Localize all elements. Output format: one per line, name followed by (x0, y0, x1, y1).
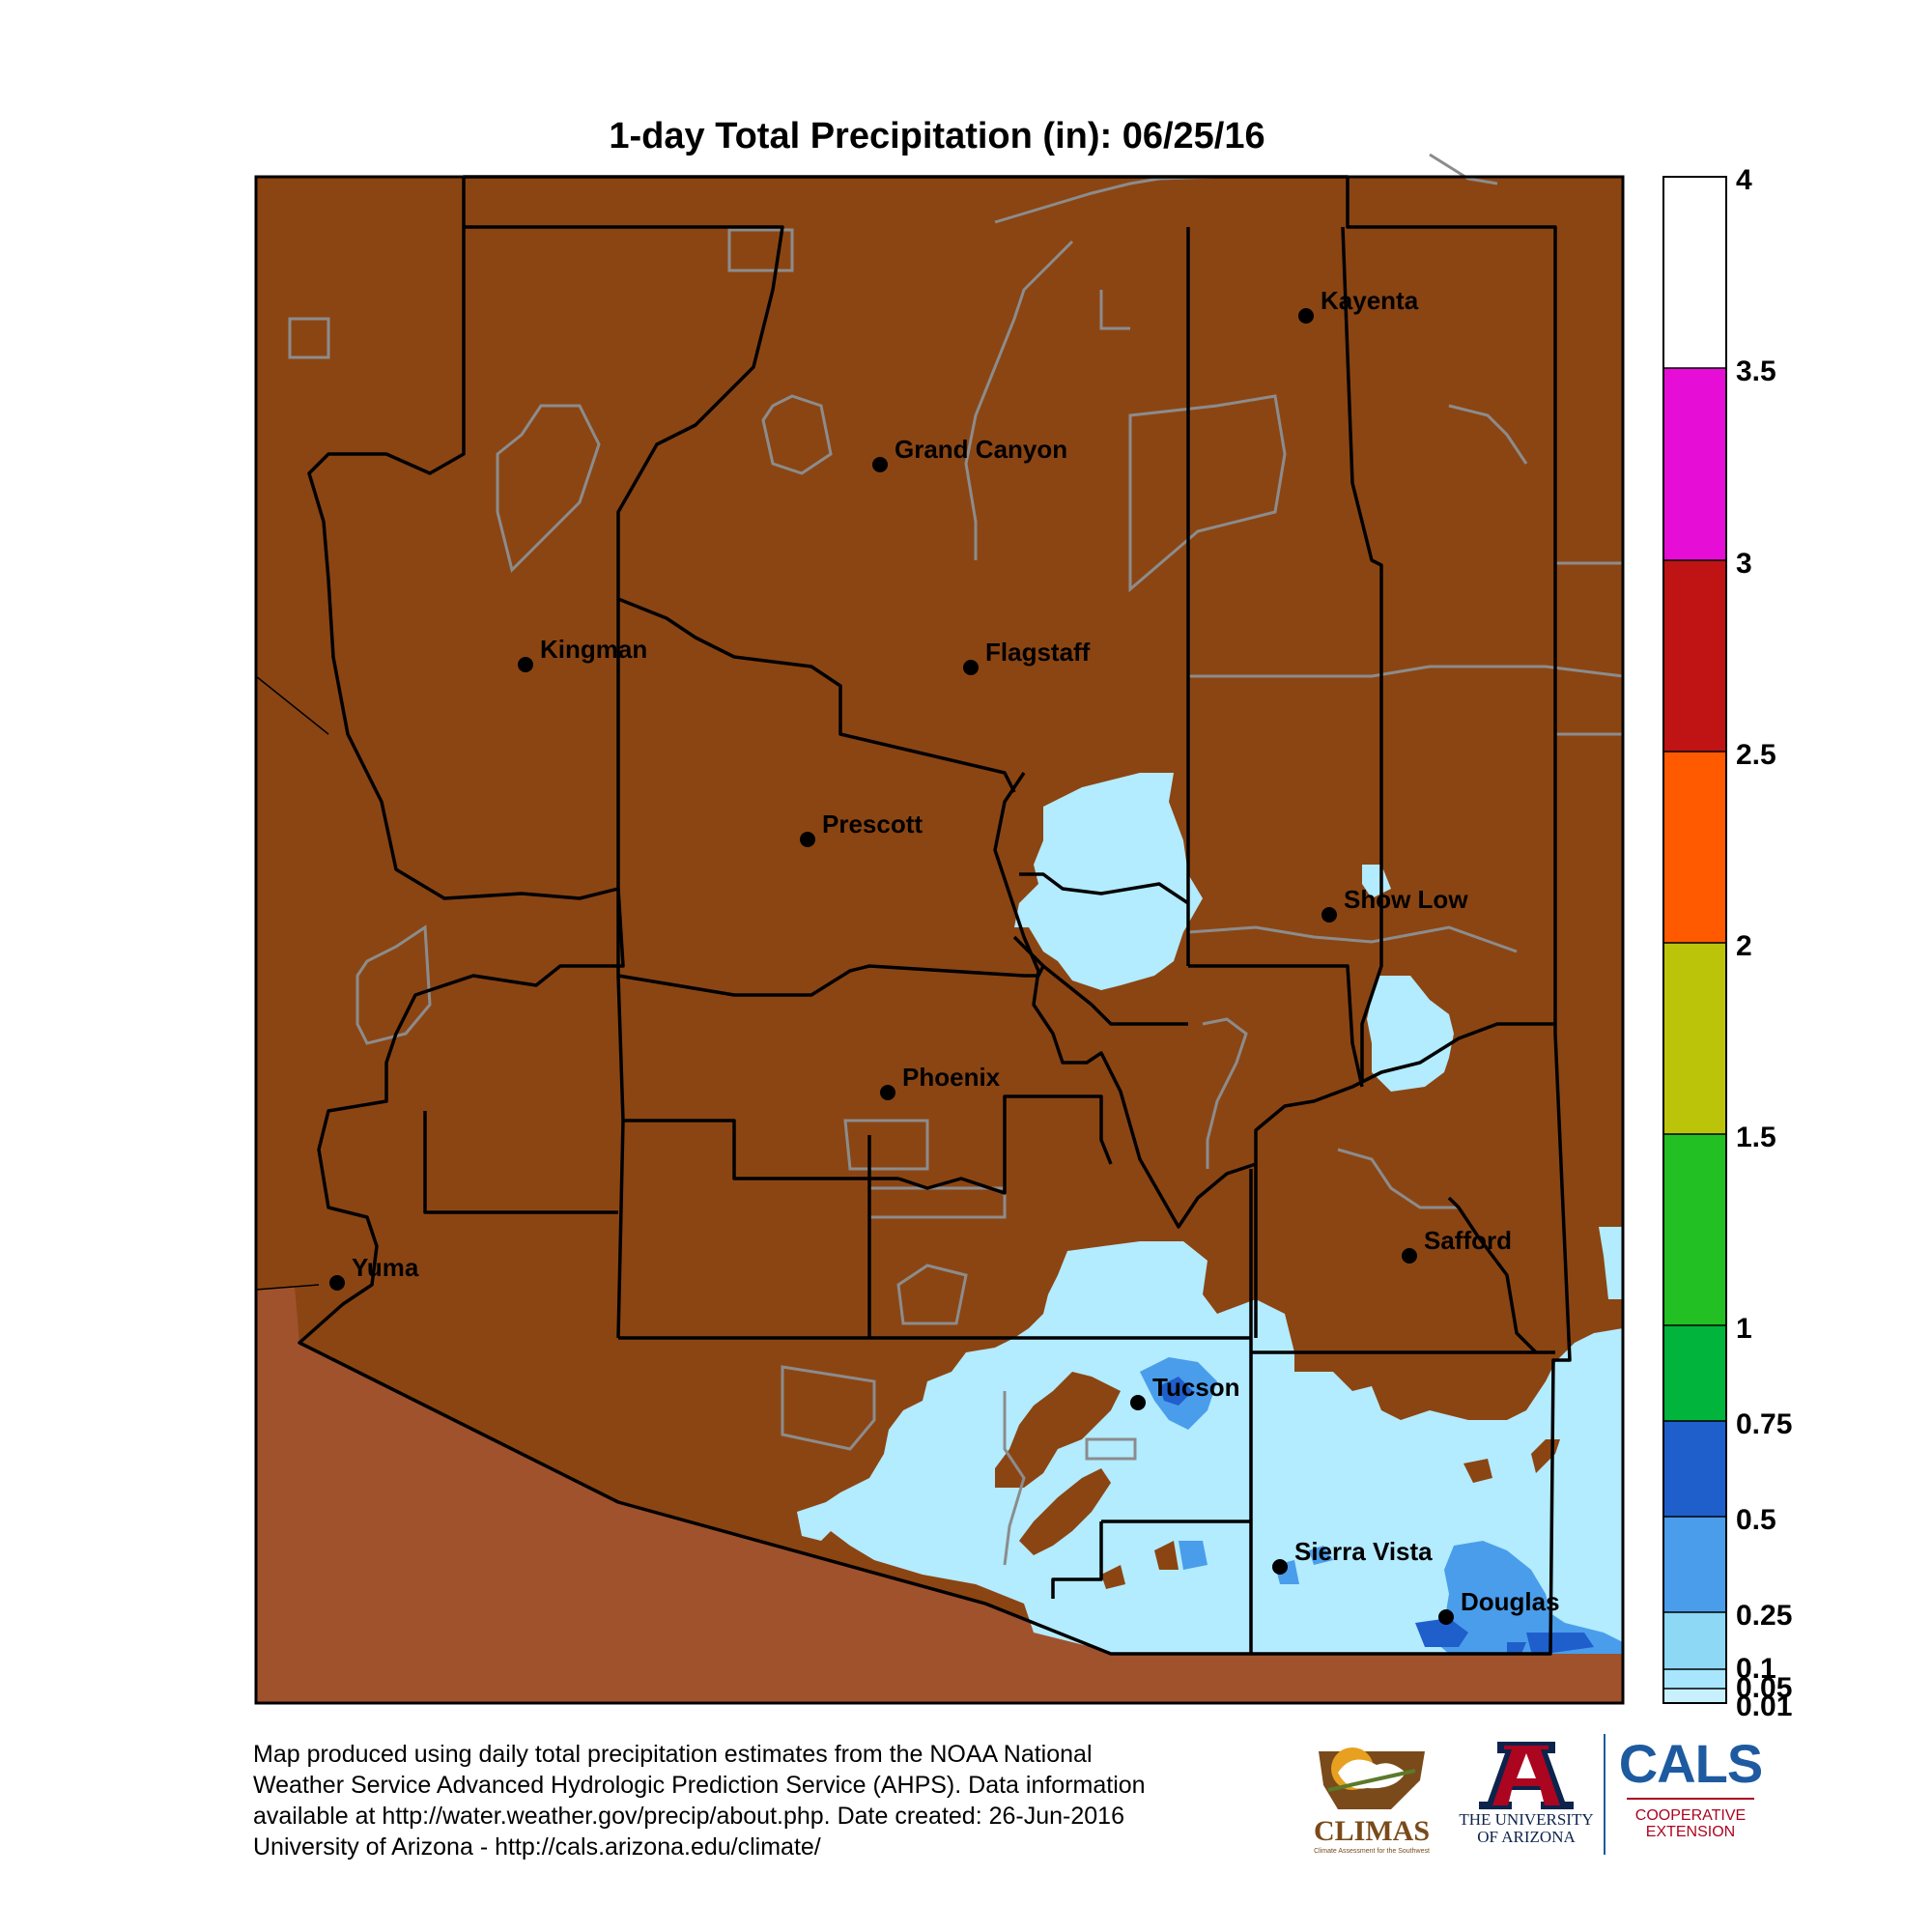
colorbar-segment (1663, 1421, 1726, 1517)
colorbar-segment (1663, 943, 1726, 1134)
colorbar-segment (1663, 560, 1726, 752)
city-dot-yuma (329, 1275, 345, 1291)
city-label-safford: Safford (1424, 1226, 1512, 1255)
outside-state-region (256, 1287, 1623, 1703)
colorbar-segment (1663, 1689, 1726, 1703)
colorbar-tick-label: 3.5 (1736, 355, 1776, 387)
county-boundaries (298, 175, 1572, 1656)
colorbar-segment (1663, 1517, 1726, 1612)
colorbar-tick-label: 2 (1736, 930, 1752, 962)
footer-line-1: Map produced using daily total precipita… (253, 1741, 1093, 1768)
city-label-prescott: Prescott (822, 810, 923, 838)
ua-line-2: OF ARIZONA (1477, 1828, 1576, 1846)
city-dot-safford (1402, 1248, 1417, 1264)
colorbar-segment (1663, 177, 1726, 368)
city-label-douglas: Douglas (1461, 1587, 1560, 1616)
city-dot-kingman (518, 657, 533, 672)
land-boundaries (288, 153, 1625, 1566)
city-dot-douglas (1438, 1609, 1454, 1625)
colorbar-tick-label: 1.5 (1736, 1122, 1776, 1153)
footer-line-3: available at http://water.weather.gov/pr… (253, 1803, 1124, 1830)
city-label-tucson: Tucson (1152, 1373, 1240, 1402)
colorbar-tick-label: 0.25 (1736, 1600, 1792, 1632)
colorbar: 4 3.5 3 2.5 2 1.5 1 0.75 0.5 0.25 0.10.050.01 (1662, 164, 1792, 1722)
cals-wordmark: CALS (1618, 1733, 1763, 1794)
colorbar-tick-label: 1 (1736, 1313, 1752, 1345)
city-dot-flagstaff (963, 660, 979, 675)
colorbar-segment (1663, 1669, 1726, 1689)
city-dot-sierra-vista (1272, 1559, 1288, 1575)
city-label-kayenta: Kayenta (1321, 286, 1419, 315)
colorbar-tick-label: 3 (1736, 548, 1752, 580)
city-label-show-low: Show Low (1344, 885, 1468, 914)
colorbar-tick-label: 4 (1736, 164, 1752, 196)
colorbar-tick-label: 2.5 (1736, 739, 1776, 771)
colorbar-tick-label: 0.1 (1736, 1653, 1776, 1685)
climas-logo: CLIMAS Climate Assessment for the Southw… (1299, 1732, 1444, 1858)
climas-subtitle: Climate Assessment for the Southwest (1314, 1848, 1430, 1855)
colorbar-tick-label: 0.75 (1736, 1408, 1792, 1440)
ua-wordmark: THE UNIVERSITY OF ARIZONA (1454, 1811, 1599, 1846)
university-of-arizona-logo: THE UNIVERSITY OF ARIZONA (1454, 1732, 1599, 1858)
cals-logo: CALS COOPERATIVE EXTENSION (1613, 1732, 1768, 1858)
city-label-yuma: Yuma (352, 1253, 419, 1282)
city-label-phoenix: Phoenix (902, 1063, 1001, 1092)
colorbar-segment (1663, 1325, 1726, 1421)
climas-wordmark: CLIMAS (1313, 1815, 1430, 1847)
city-label-kingman: Kingman (540, 635, 647, 664)
city-label-grand-canyon: Grand Canyon (895, 435, 1067, 464)
colorbar-tick-label: 0.01 (1736, 1690, 1792, 1722)
climas-emblem-icon (1319, 1747, 1425, 1809)
no-precip-holes (995, 1348, 1560, 1589)
footer-credits: Map produced using daily total precipita… (253, 1739, 1277, 1862)
city-dot-kayenta (1298, 308, 1314, 324)
map-frame (254, 175, 1625, 1705)
cals-line-1: COOPERATIVE (1634, 1807, 1747, 1824)
colorbar-segment (1663, 1612, 1726, 1669)
colorbar-segment (1663, 368, 1726, 560)
city-label-sierra-vista: Sierra Vista (1294, 1537, 1433, 1566)
city-dot-grand-canyon (872, 457, 888, 472)
footer-line-4: University of Arizona - http://cals.ariz… (253, 1833, 821, 1861)
city-dot-tucson (1130, 1395, 1146, 1410)
map-title: 1-day Total Precipitation (in): 06/25/16 (609, 116, 1265, 156)
cals-line-2: EXTENSION (1645, 1824, 1736, 1840)
footer-line-2: Weather Service Advanced Hydrologic Pred… (253, 1772, 1146, 1799)
city-label-flagstaff: Flagstaff (985, 638, 1091, 667)
logo-divider (1604, 1734, 1605, 1855)
colorbar-segment (1663, 1134, 1726, 1325)
cals-rule (1627, 1798, 1754, 1800)
colorbar-tick-label: 0.05 (1736, 1672, 1792, 1704)
city-markers: Kayenta Grand Canyon Kingman Flagstaff Presc… (329, 286, 1560, 1625)
city-dot-show-low (1321, 907, 1337, 923)
city-dot-prescott (800, 832, 815, 847)
precip-heavy-areas (1159, 1377, 1594, 1654)
precip-light-areas (797, 773, 1623, 1654)
colorbar-tick-label: 0.5 (1736, 1504, 1776, 1536)
neighbor-state-lines (255, 675, 329, 1291)
cals-subtitle: COOPERATIVE EXTENSION (1613, 1807, 1768, 1840)
city-dot-phoenix (880, 1085, 895, 1100)
ua-line-1: THE UNIVERSITY (1459, 1810, 1594, 1829)
arizona-a-icon (1479, 1742, 1574, 1809)
colorbar-segment (1663, 752, 1726, 943)
